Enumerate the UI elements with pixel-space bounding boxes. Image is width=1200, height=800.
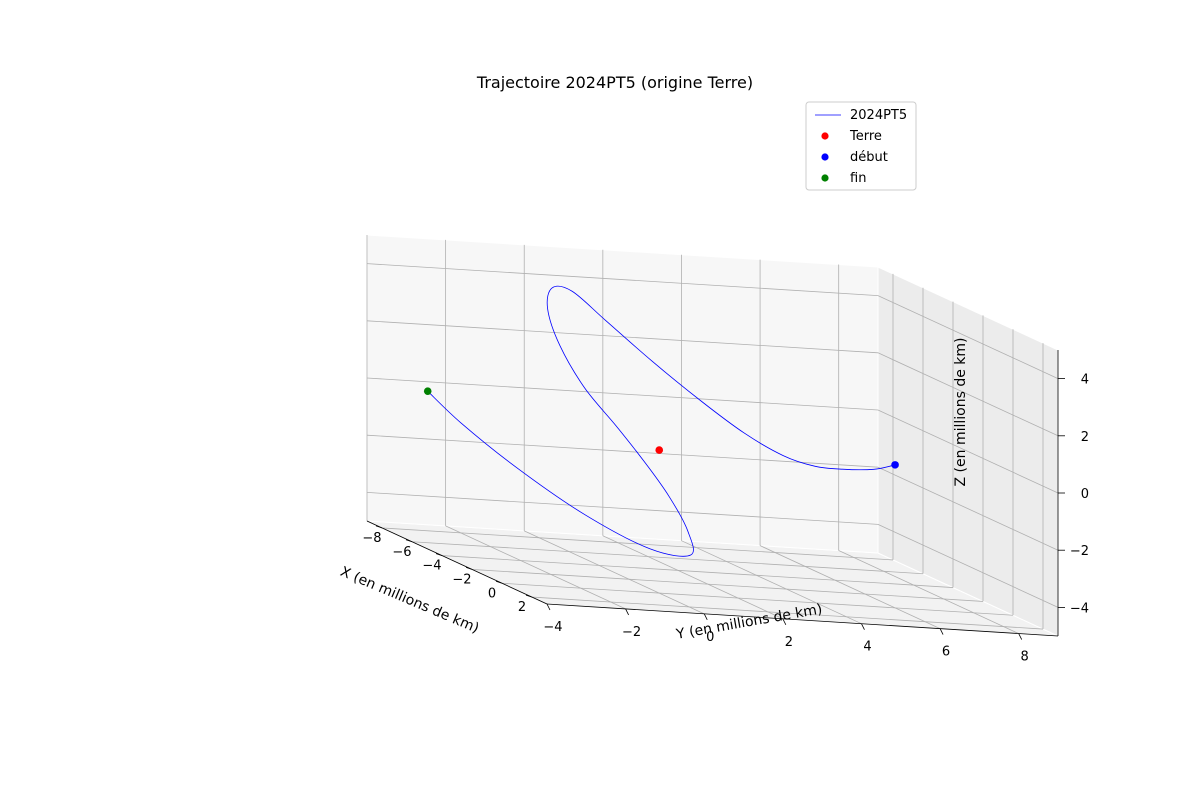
grid-floor-y-5 — [759, 545, 941, 629]
grid-floor-y-1 — [445, 525, 626, 610]
x-axis-line — [366, 520, 548, 605]
grid-side-z-4 — [877, 295, 1059, 379]
grid-side-z-1 — [877, 466, 1059, 551]
grid-side-z-3 — [877, 352, 1059, 437]
x-tick-1 — [405, 539, 413, 543]
legend-label-2024pt5: 2024PT5 — [850, 108, 907, 123]
x-tick-label: −6 — [392, 545, 411, 560]
tick-marks — [375, 378, 1065, 640]
y-tick-3 — [782, 618, 787, 625]
y-tick-label: 6 — [942, 645, 950, 660]
y-tick-label: 2 — [785, 635, 793, 650]
y-axis-line — [546, 603, 1059, 637]
z-tick-label: 0 — [1081, 487, 1089, 502]
legend: 2024PT5 Terre début fin — [805, 101, 917, 191]
x-tick-0 — [375, 525, 383, 529]
grid-floor-y-4 — [681, 540, 862, 625]
x-tick-2 — [435, 553, 443, 556]
y-tick-1 — [625, 608, 629, 616]
y-tick-label: 0 — [706, 630, 714, 645]
y-tick-5 — [939, 628, 944, 635]
grid-floor-y-6 — [838, 550, 1019, 634]
y-tick-label: 8 — [1021, 650, 1029, 665]
grid-floor-y-2 — [524, 530, 705, 615]
point-terre — [655, 446, 664, 454]
x-tick-label: −2 — [452, 572, 471, 587]
y-tick-0 — [546, 603, 551, 611]
point-fin — [423, 387, 432, 395]
legend-label-fin: fin — [850, 171, 866, 186]
grid-back-z-0 — [366, 492, 879, 525]
grid-floor-x-2 — [441, 555, 954, 588]
x-tick-label: 0 — [488, 586, 496, 601]
legend-marker-debut — [821, 153, 829, 161]
series-line-2024pt5 — [427, 285, 896, 557]
grid-back-z-4 — [366, 263, 879, 296]
legend-label-debut: début — [850, 150, 888, 165]
z-tick-label: 4 — [1081, 373, 1089, 388]
y-tick-label: 4 — [863, 640, 871, 655]
grid-floor-y-3 — [602, 535, 784, 620]
grid-back-z-3 — [366, 320, 879, 354]
z-tick-label: 2 — [1081, 430, 1089, 445]
grid-back-z-2 — [366, 377, 879, 411]
grid-back-z-1 — [366, 434, 879, 468]
x-tick-label: −8 — [362, 531, 381, 546]
point-debut — [891, 461, 899, 469]
grid-floor-x-3 — [471, 569, 984, 602]
y-tick-label: −4 — [543, 620, 562, 635]
y-tick-6 — [1018, 633, 1023, 640]
legend-marker-fin — [821, 174, 829, 182]
z-axis-label: Z (en millions de km) — [953, 338, 969, 487]
grid-floor-x-5 — [531, 596, 1044, 630]
grid-side-z-0 — [877, 524, 1059, 608]
data-layer — [423, 285, 899, 557]
y-tick-label: −2 — [622, 625, 641, 640]
legend-marker-terre — [821, 132, 829, 140]
z-tick-label: −2 — [1070, 544, 1089, 559]
chart-title: Trajectoire 2024PT5 (origine Terre) — [476, 73, 753, 92]
x-tick-5 — [525, 594, 533, 598]
legend-label-terre: Terre — [849, 129, 882, 144]
x-tick-3 — [465, 567, 473, 570]
z-tick-label: −4 — [1070, 601, 1089, 616]
gridlines — [366, 235, 1059, 634]
grid-floor-x-4 — [501, 582, 1014, 616]
y-tick-2 — [703, 613, 708, 621]
x-tick-label: 2 — [518, 600, 526, 615]
grid-side-z-2 — [877, 409, 1059, 494]
x-tick-label: −4 — [422, 559, 441, 574]
legend-frame — [805, 101, 917, 191]
grid-floor-x-1 — [411, 541, 924, 575]
y-tick-4 — [861, 623, 865, 630]
tick-labels: −8 −6 −4 −2 0 2 −4 −2 0 2 4 6 8 −4 −2 0 2 4 — [362, 373, 1089, 665]
x-tick-4 — [495, 580, 503, 584]
